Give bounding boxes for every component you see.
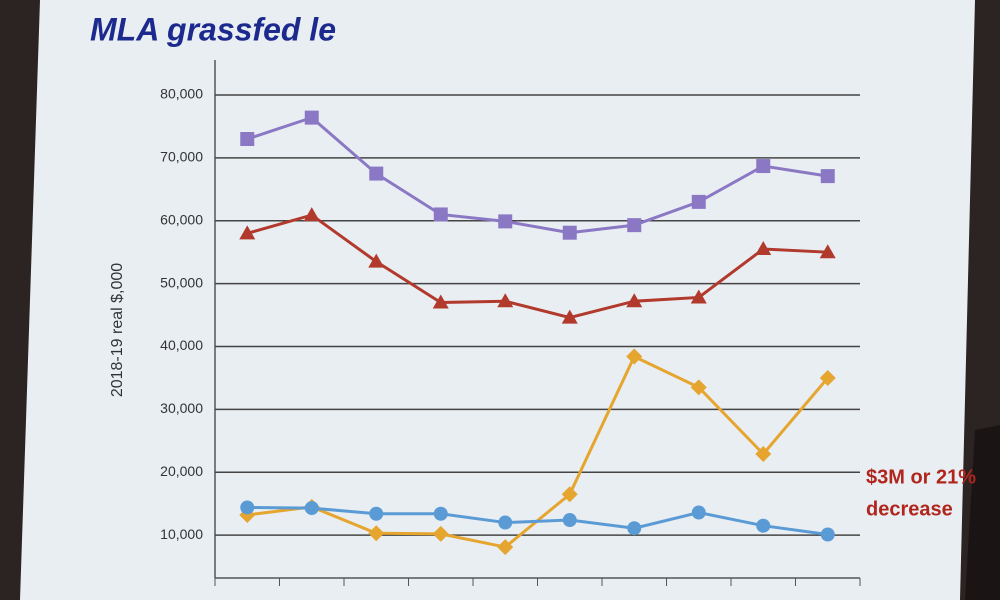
marker — [819, 369, 836, 386]
marker — [432, 294, 449, 309]
marker — [561, 486, 578, 503]
series-line — [247, 505, 828, 536]
marker — [755, 241, 772, 256]
y-tick-label: 30,000 — [160, 400, 203, 416]
marker — [690, 379, 707, 396]
marker — [562, 225, 577, 240]
y-axis-label: 2018-19 real $,000 — [109, 263, 126, 397]
marker — [691, 194, 706, 209]
annotation: decrease — [866, 498, 953, 520]
y-tick-label: 60,000 — [160, 211, 203, 227]
marker — [561, 309, 578, 324]
marker — [433, 506, 448, 521]
series-line — [246, 115, 828, 235]
marker — [820, 527, 835, 542]
marker — [755, 446, 772, 463]
marker — [820, 169, 835, 184]
marker — [498, 515, 513, 530]
marker — [497, 539, 514, 556]
marker — [433, 207, 448, 222]
marker — [240, 132, 255, 147]
marker — [562, 513, 577, 528]
marker — [756, 518, 771, 533]
marker — [498, 214, 513, 229]
series-line — [246, 213, 828, 320]
y-tick-label: 80,000 — [160, 86, 203, 102]
marker — [497, 293, 514, 308]
marker — [626, 293, 643, 308]
marker — [303, 207, 320, 222]
marker — [691, 505, 706, 520]
marker — [369, 506, 384, 521]
marker — [690, 289, 707, 304]
marker — [368, 253, 385, 268]
marker — [626, 348, 643, 365]
marker — [304, 501, 319, 516]
marker — [369, 166, 384, 181]
marker — [432, 525, 449, 542]
marker — [304, 110, 319, 125]
stand — [965, 425, 1000, 600]
marker — [756, 159, 771, 174]
y-tick-label: 70,000 — [160, 149, 203, 165]
marker — [627, 218, 642, 233]
y-tick-label: 10,000 — [160, 526, 203, 542]
marker — [240, 500, 255, 515]
y-tick-label: 50,000 — [160, 274, 203, 290]
annotation: $3M or 21% — [866, 466, 976, 488]
y-tick-label: 40,000 — [160, 337, 203, 353]
marker — [239, 225, 256, 240]
marker — [627, 521, 642, 536]
chart-title: MLA grassfed le — [90, 11, 336, 47]
y-tick-label: 20,000 — [160, 463, 203, 479]
marker — [368, 525, 385, 542]
marker — [819, 244, 836, 259]
